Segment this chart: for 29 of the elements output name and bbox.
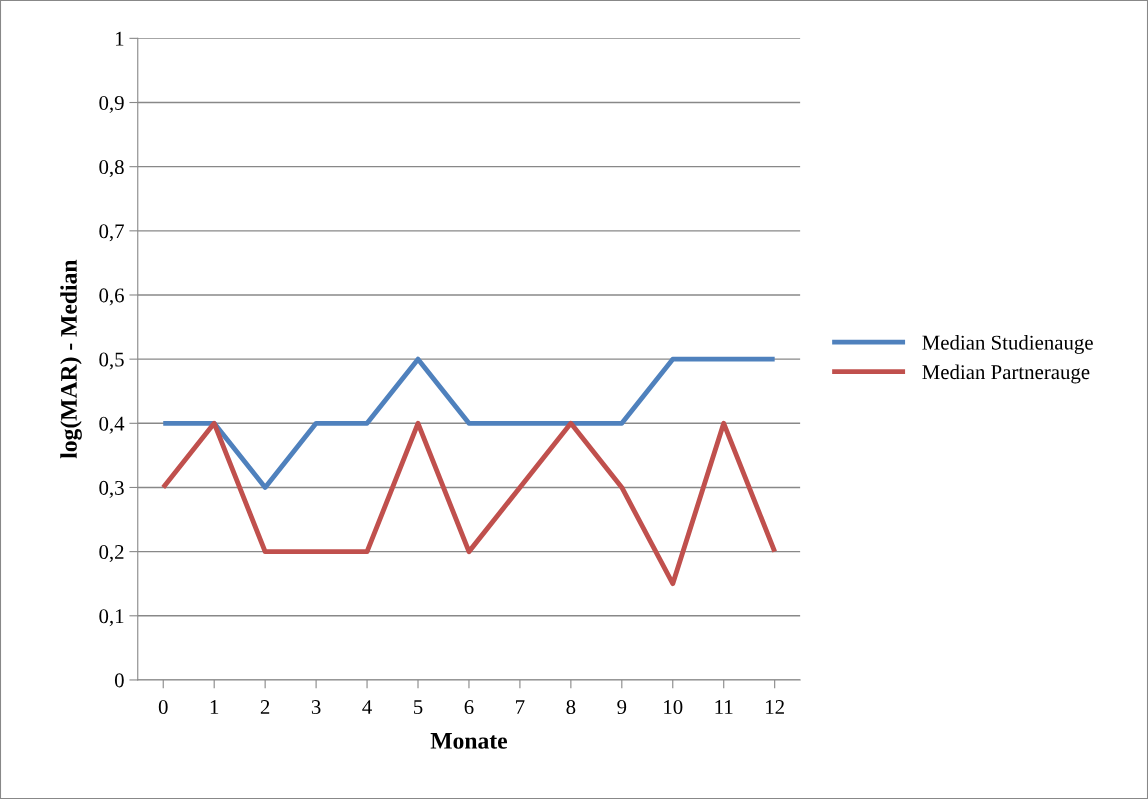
x-tick-label: 9 [617, 700, 627, 715]
y-axis-title: log(MAR) - Median [60, 259, 82, 459]
legend-label: Median Partnerauge [922, 364, 1090, 384]
legend-label: Median Studienauge [922, 334, 1093, 354]
x-tick-label: 6 [464, 700, 474, 715]
y-tick-label: 0,4 [99, 416, 125, 434]
x-tick-label: 7 [516, 700, 525, 714]
x-tick-label: 0 [158, 700, 168, 715]
y-tick-label: 0,8 [99, 160, 124, 178]
x-tick-label: 5 [414, 700, 423, 715]
y-tick-label: 0,3 [99, 480, 124, 498]
y-tick-label: 0,5 [99, 352, 124, 370]
line-series [160, 420, 778, 587]
x-tick-label: 10 [664, 700, 683, 715]
x-tick-label: 8 [566, 700, 576, 715]
y-tick-label: 0,7 [99, 224, 124, 242]
y-tick-label: 0 [114, 673, 124, 688]
x-tick-label: 4 [362, 700, 372, 714]
y-tick-label: 0,6 [99, 288, 124, 306]
x-tick-label: 3 [311, 700, 321, 715]
y-tick-label: 0,9 [99, 95, 124, 113]
x-tick-label: 2 [260, 700, 270, 714]
y-tick-label: 0,2 [99, 545, 124, 563]
x-tick-label: 1 [210, 700, 219, 714]
x-tick-label: 12 [766, 700, 784, 714]
y-tick-label: 1 [115, 31, 124, 46]
y-tick-label: 0,1 [99, 609, 124, 627]
x-tick-label: 11 [715, 700, 733, 714]
x-axis-title: Monate [430, 733, 508, 749]
